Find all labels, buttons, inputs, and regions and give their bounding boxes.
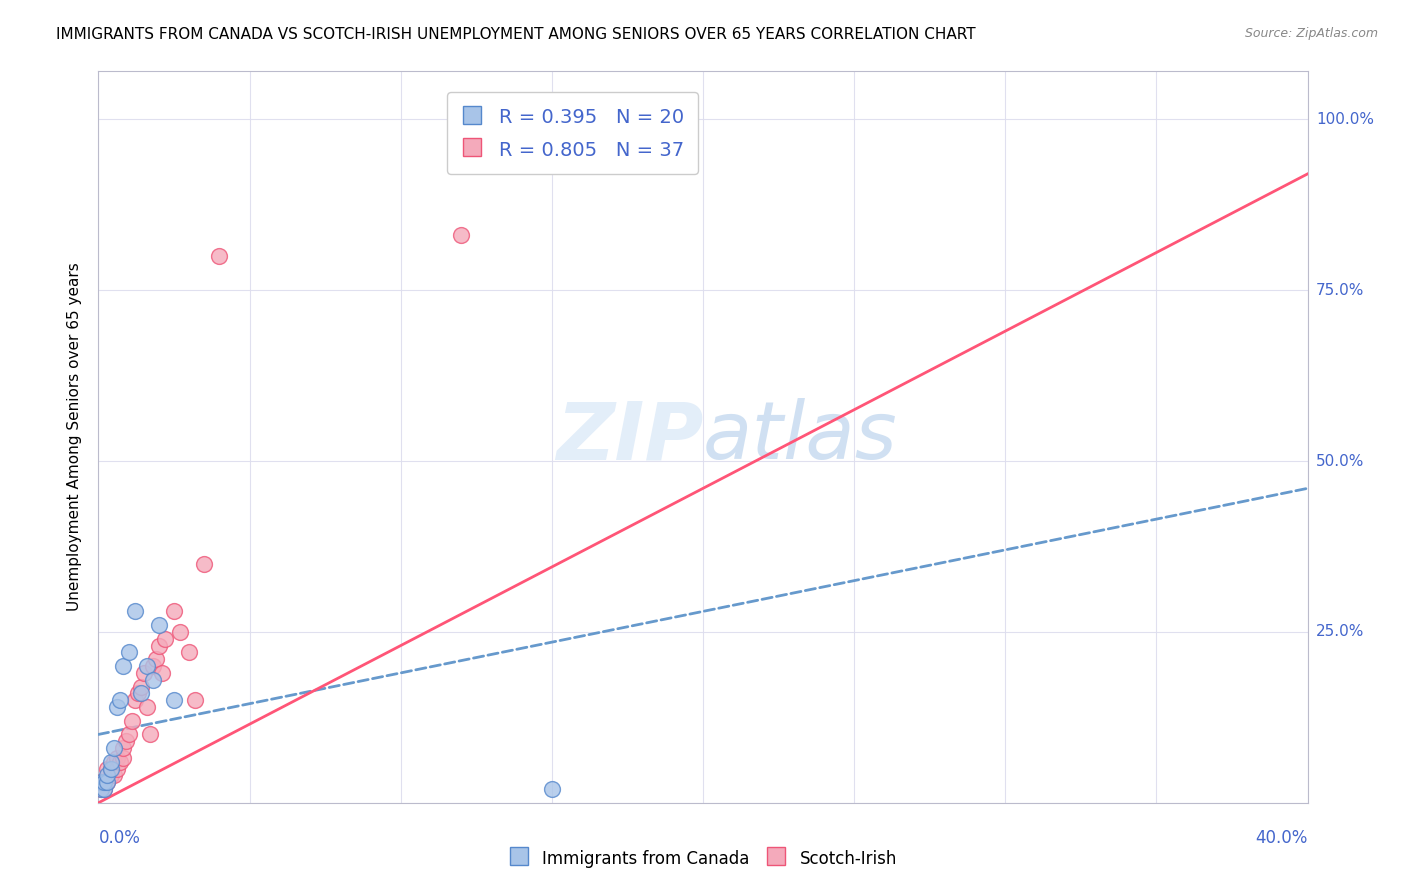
Text: 25.0%: 25.0% xyxy=(1316,624,1364,640)
Point xyxy=(93,775,115,789)
Text: 50.0%: 50.0% xyxy=(1316,453,1364,468)
Point xyxy=(96,775,118,789)
Point xyxy=(208,249,231,263)
Point xyxy=(93,782,115,797)
Point xyxy=(105,762,128,776)
Text: 75.0%: 75.0% xyxy=(1316,283,1364,298)
Point xyxy=(495,98,517,112)
Point xyxy=(90,775,112,789)
Point xyxy=(96,775,118,789)
Point xyxy=(142,673,165,687)
Legend: R = 0.395   N = 20, R = 0.805   N = 37: R = 0.395 N = 20, R = 0.805 N = 37 xyxy=(447,92,697,174)
Point xyxy=(111,659,134,673)
Point xyxy=(108,755,131,769)
Text: IMMIGRANTS FROM CANADA VS SCOTCH-IRISH UNEMPLOYMENT AMONG SENIORS OVER 65 YEARS : IMMIGRANTS FROM CANADA VS SCOTCH-IRISH U… xyxy=(56,27,976,42)
Text: atlas: atlas xyxy=(703,398,898,476)
Point xyxy=(90,782,112,797)
Text: 40.0%: 40.0% xyxy=(1256,829,1308,847)
Point xyxy=(139,727,162,741)
Point xyxy=(129,686,152,700)
Point xyxy=(121,714,143,728)
Point xyxy=(124,604,146,618)
Point xyxy=(111,751,134,765)
Point xyxy=(124,693,146,707)
Point xyxy=(100,768,122,782)
Point xyxy=(129,680,152,694)
Point xyxy=(103,755,125,769)
Point xyxy=(96,768,118,782)
Point xyxy=(163,604,186,618)
Point xyxy=(179,645,201,659)
Point xyxy=(127,686,149,700)
Point xyxy=(132,665,155,680)
Point xyxy=(145,652,167,666)
Point xyxy=(142,659,165,673)
Point xyxy=(153,632,176,646)
Text: 0.0%: 0.0% xyxy=(98,829,141,847)
Point xyxy=(105,751,128,765)
Point xyxy=(103,741,125,756)
Point xyxy=(93,782,115,797)
Y-axis label: Unemployment Among Seniors over 65 years: Unemployment Among Seniors over 65 years xyxy=(67,263,83,611)
Point xyxy=(540,782,562,797)
Point xyxy=(184,693,207,707)
Point xyxy=(100,762,122,776)
Text: Source: ZipAtlas.com: Source: ZipAtlas.com xyxy=(1244,27,1378,40)
Text: ZIP: ZIP xyxy=(555,398,703,476)
Point xyxy=(114,734,136,748)
Point xyxy=(105,700,128,714)
Point xyxy=(118,645,141,659)
Point xyxy=(148,639,170,653)
Point xyxy=(90,782,112,797)
Point xyxy=(100,755,122,769)
Point xyxy=(90,775,112,789)
Text: 100.0%: 100.0% xyxy=(1316,112,1374,127)
Point xyxy=(100,762,122,776)
Point xyxy=(148,618,170,632)
Point xyxy=(135,700,157,714)
Point xyxy=(111,741,134,756)
Point xyxy=(169,624,191,639)
Point xyxy=(93,775,115,789)
Point xyxy=(135,659,157,673)
Point xyxy=(118,727,141,741)
Legend: Immigrants from Canada, Scotch-Irish: Immigrants from Canada, Scotch-Irish xyxy=(502,842,904,875)
Point xyxy=(150,665,173,680)
Point xyxy=(103,768,125,782)
Point xyxy=(108,693,131,707)
Point xyxy=(450,228,472,243)
Point xyxy=(193,557,215,571)
Point xyxy=(163,693,186,707)
Point xyxy=(96,762,118,776)
